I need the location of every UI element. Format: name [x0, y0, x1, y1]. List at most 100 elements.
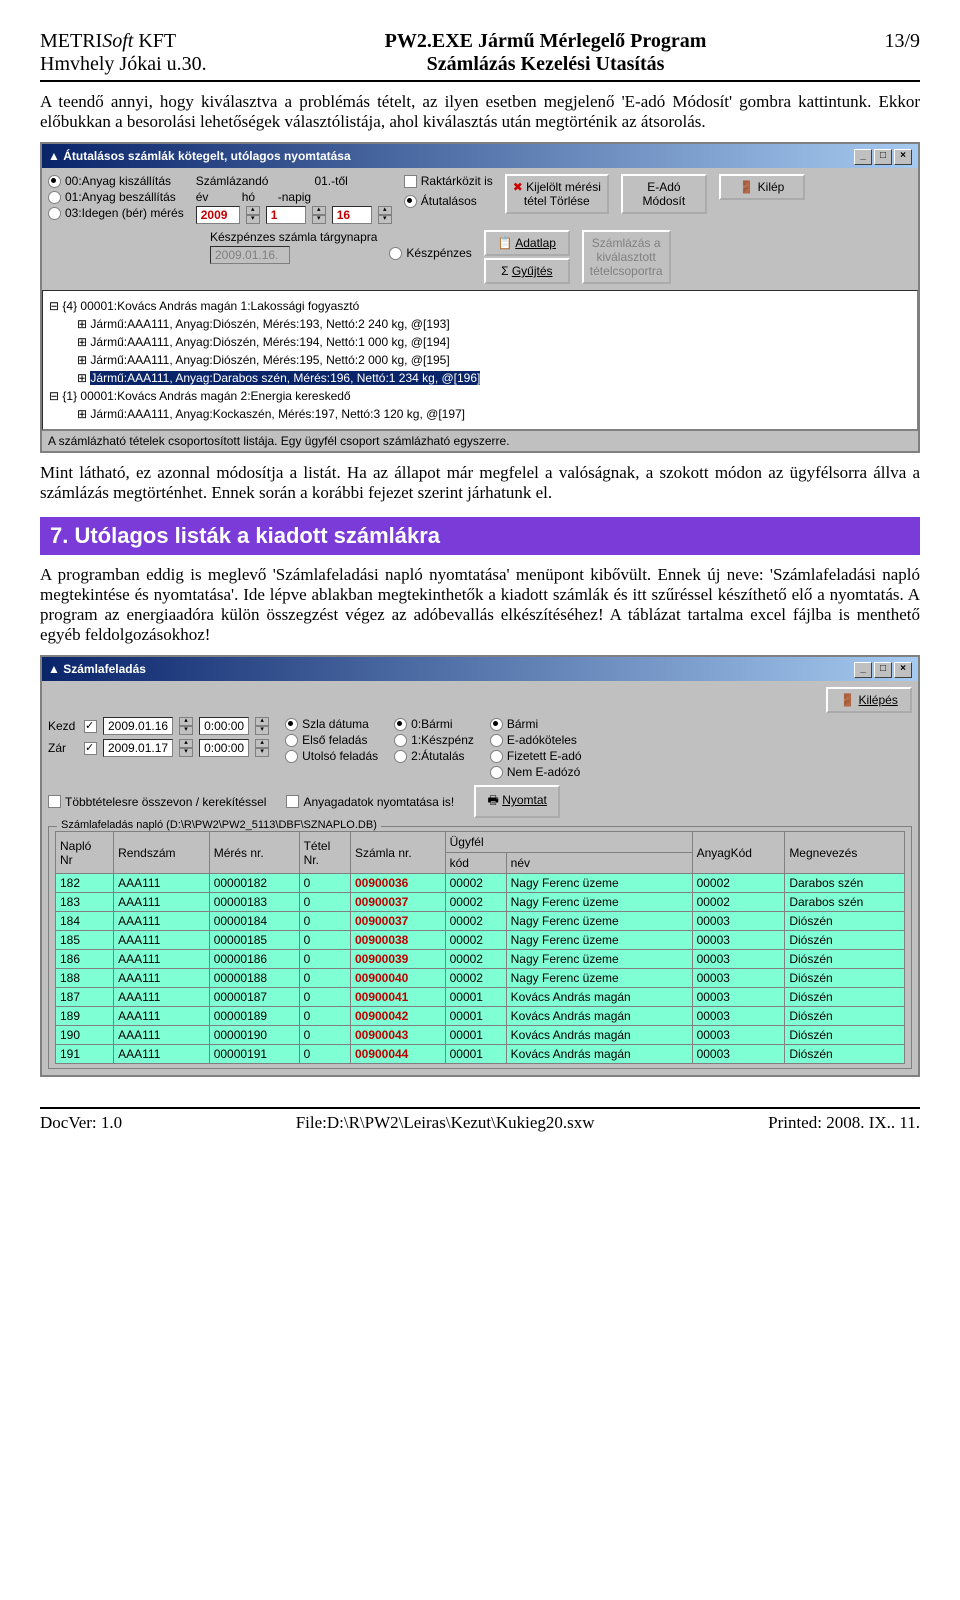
spin-d2[interactable]: ▴▾: [179, 739, 193, 757]
col-header[interactable]: AnyagKód: [692, 832, 785, 874]
spin-d1[interactable]: ▴▾: [179, 717, 193, 735]
app-icon-2: ▲: [48, 662, 60, 676]
radio-mode[interactable]: 03:Idegen (bér) mérés: [48, 206, 184, 220]
expand-icon[interactable]: ⊟: [49, 299, 59, 313]
table-row[interactable]: 189AAA1110000018900090004200001Kovács An…: [56, 1007, 905, 1026]
input-date1[interactable]: 2009.01.16: [103, 717, 173, 735]
expand-icon[interactable]: ⊞: [77, 371, 87, 385]
table-row[interactable]: 183AAA1110000018300090003700002Nagy Fere…: [56, 893, 905, 912]
radio-option[interactable]: 1:Készpénz: [394, 733, 474, 747]
titlebar-1[interactable]: ▲ Átutalásos számlák kötegelt, utólagos …: [42, 144, 918, 168]
col-header[interactable]: Ügyfél: [445, 832, 692, 853]
radio-mode[interactable]: 00:Anyag kiszállítás: [48, 174, 184, 188]
kilepes-button[interactable]: 🚪 Kilépés: [826, 687, 912, 713]
radio-option[interactable]: 2:Átutalás: [394, 749, 474, 763]
cell: 00003: [692, 1026, 785, 1045]
max-icon-2[interactable]: □: [874, 662, 892, 678]
check-tobbteteles[interactable]: Többtételesre összevon / kerekítéssel: [48, 795, 266, 809]
radio-option[interactable]: Fizetett E-adó: [490, 749, 582, 763]
col-header[interactable]: Rendszám: [114, 832, 210, 874]
check-raktarkozi[interactable]: Raktárközit is: [404, 174, 493, 188]
radio-option[interactable]: Bármi: [490, 717, 582, 731]
cell: 184: [56, 912, 114, 931]
check-kezd[interactable]: [84, 720, 97, 733]
spin-t2[interactable]: ▴▾: [255, 739, 269, 757]
table-row[interactable]: 191AAA1110000019100090004400001Kovács An…: [56, 1045, 905, 1064]
min-icon[interactable]: _: [854, 149, 872, 165]
cell: 00900038: [350, 931, 445, 950]
data-table[interactable]: NaplóNrRendszámMérés nr.TételNr.Számla n…: [55, 831, 905, 1064]
cell: 00002: [445, 874, 506, 893]
check-zar[interactable]: [84, 742, 97, 755]
spin-nap[interactable]: ▴▾: [378, 206, 392, 224]
col-header[interactable]: NaplóNr: [56, 832, 114, 874]
delete-button[interactable]: ✖ Kijelölt mérési tétel Törlése: [505, 174, 609, 214]
expand-icon[interactable]: ⊞: [77, 353, 87, 367]
table-row[interactable]: 190AAA1110000019000090004300001Kovács An…: [56, 1026, 905, 1045]
cell: 00000184: [209, 912, 299, 931]
cell: 00003: [692, 931, 785, 950]
close-icon[interactable]: ×: [894, 149, 912, 165]
spin-ho[interactable]: ▴▾: [312, 206, 326, 224]
table-row[interactable]: 182AAA1110000018200090003600002Nagy Fere…: [56, 874, 905, 893]
tree-item[interactable]: ⊞ Jármű:AAA111, Anyag:Diószén, Mérés:193…: [49, 315, 911, 333]
adatlap-button[interactable]: 📋 Adatlap: [484, 230, 570, 256]
lbl-napig: -napig: [278, 190, 311, 204]
radio-keszpenzes[interactable]: Készpénzes: [389, 246, 471, 260]
table-row[interactable]: 184AAA1110000018400090003700002Nagy Fere…: [56, 912, 905, 931]
input-ev[interactable]: 2009: [196, 206, 240, 224]
exit-button[interactable]: 🚪 Kilép: [719, 174, 805, 200]
window-szamlafeladas: ▲ Számlafeladás _□× 🚪 Kilépés Kezd 2009.…: [40, 655, 920, 1077]
nyomtat-button[interactable]: 🖶 Nyomtat: [474, 785, 560, 818]
radio-mode[interactable]: 01:Anyag beszállítás: [48, 190, 184, 204]
radio-option[interactable]: E-adóköteles: [490, 733, 582, 747]
table-row[interactable]: 187AAA1110000018700090004100001Kovács An…: [56, 988, 905, 1007]
table-row[interactable]: 185AAA1110000018500090003800002Nagy Fere…: [56, 931, 905, 950]
tree-item[interactable]: ⊞ Jármű:AAA111, Anyag:Kockaszén, Mérés:1…: [49, 405, 911, 423]
cell: 00003: [692, 988, 785, 1007]
col-subheader[interactable]: kód: [445, 853, 506, 874]
col-header[interactable]: Mérés nr.: [209, 832, 299, 874]
radio-option[interactable]: 0:Bármi: [394, 717, 474, 731]
footer-left: DocVer: 1.0: [40, 1113, 122, 1133]
tree-item[interactable]: ⊞ Jármű:AAA111, Anyag:Diószén, Mérés:194…: [49, 333, 911, 351]
spin-ev[interactable]: ▴▾: [246, 206, 260, 224]
window-atutalasos: ▲ Átutalásos számlák kötegelt, utólagos …: [40, 142, 920, 453]
eado-modify-button[interactable]: E-Adó Módosít: [621, 174, 707, 214]
input-time2[interactable]: 0:00:00: [199, 739, 249, 757]
table-row[interactable]: 188AAA1110000018800090004000002Nagy Fere…: [56, 969, 905, 988]
expand-icon[interactable]: ⊞: [77, 407, 87, 421]
expand-icon[interactable]: ⊟: [49, 389, 59, 403]
input-nap[interactable]: 16: [332, 206, 372, 224]
radio-option[interactable]: Utolsó feladás: [285, 749, 378, 763]
col-header[interactable]: Megnevezés: [785, 832, 905, 874]
radio-option[interactable]: Első feladás: [285, 733, 378, 747]
col-header[interactable]: TételNr.: [299, 832, 350, 874]
input-date2[interactable]: 2009.01.17: [103, 739, 173, 757]
expand-icon[interactable]: ⊞: [77, 335, 87, 349]
table-row[interactable]: 186AAA1110000018600090003900002Nagy Fere…: [56, 950, 905, 969]
tree-item[interactable]: ⊟ {1} 00001:Kovács András magán 2:Energi…: [49, 387, 911, 405]
tree-item[interactable]: ⊞ Jármű:AAA111, Anyag:Darabos szén, Méré…: [49, 369, 911, 387]
titlebar-2[interactable]: ▲ Számlafeladás _□×: [42, 657, 918, 681]
tree-item[interactable]: ⊟ {4} 00001:Kovács András magán 1:Lakoss…: [49, 297, 911, 315]
para3: A programban eddig is meglevő 'Számlafel…: [40, 565, 920, 645]
radio-option[interactable]: Nem E-adózó: [490, 765, 582, 779]
spin-t1[interactable]: ▴▾: [255, 717, 269, 735]
expand-icon[interactable]: ⊞: [77, 317, 87, 331]
tree-item[interactable]: ⊞ Jármű:AAA111, Anyag:Diószén, Mérés:195…: [49, 351, 911, 369]
close-icon-2[interactable]: ×: [894, 662, 912, 678]
input-time1[interactable]: 0:00:00: [199, 717, 249, 735]
col-header[interactable]: Számla nr.: [350, 832, 445, 874]
min-icon-2[interactable]: _: [854, 662, 872, 678]
gyujtes-button[interactable]: Σ Gyűjtés: [484, 258, 570, 284]
radio-atutalasos[interactable]: Átutalásos: [404, 194, 493, 208]
check-anyagadatok[interactable]: Anyagadatok nyomtatása is!: [286, 795, 454, 809]
page-num: 13/9: [884, 30, 920, 53]
input-ho[interactable]: 1: [266, 206, 306, 224]
radio-option[interactable]: Szla dátuma: [285, 717, 378, 731]
tree-view[interactable]: ⊟ {4} 00001:Kovács András magán 1:Lakoss…: [42, 290, 918, 430]
col-subheader[interactable]: név: [506, 853, 692, 874]
max-icon[interactable]: □: [874, 149, 892, 165]
cell: 00002: [445, 950, 506, 969]
